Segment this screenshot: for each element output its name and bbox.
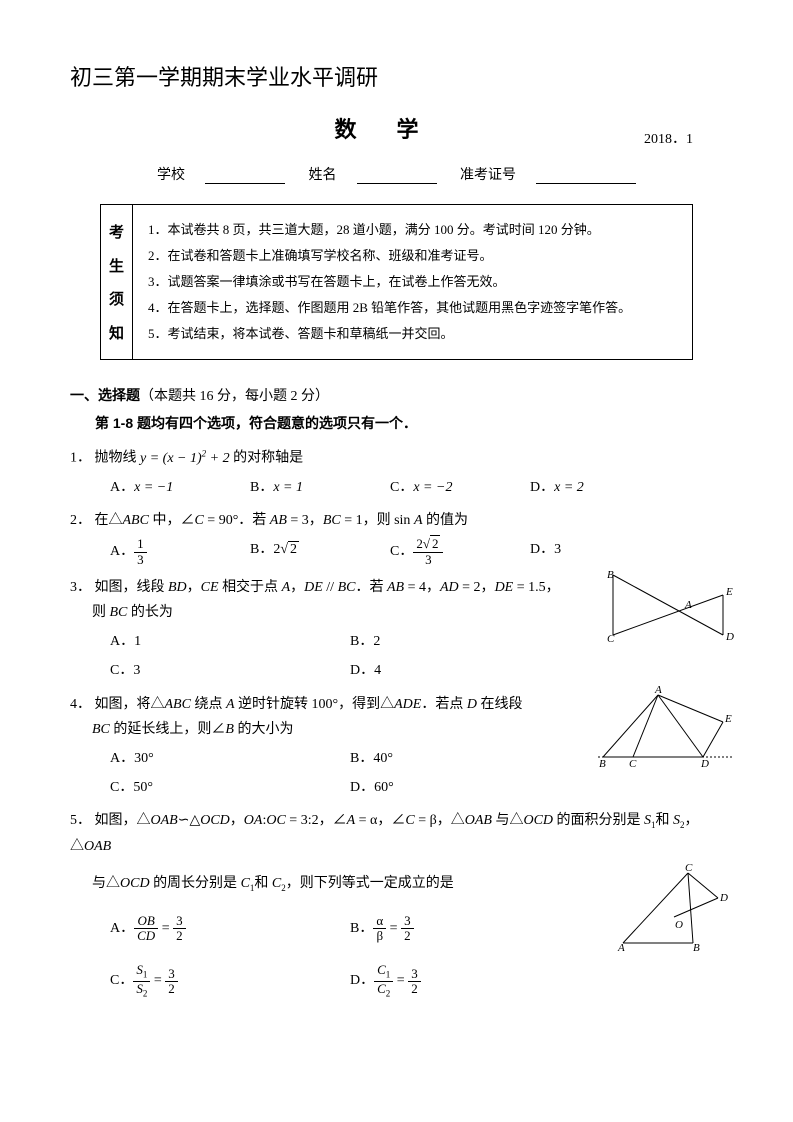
- notice-item: 5．考试结束，将本试卷、答题卡和草稿纸一并交回。: [148, 321, 677, 347]
- q-text: 如图，△OAB∽△OCD，OA:OC = 3:2，∠A = α，∠C = β，△…: [70, 813, 699, 853]
- notice-char: 考: [109, 221, 124, 242]
- section-label: 一、选择题: [70, 389, 140, 404]
- q-text: 在△ABC 中，∠C = 90°．若 AB = 3，BC = 1，则 sin A…: [95, 513, 469, 528]
- option-d: D．4: [350, 658, 530, 683]
- options: A．x = −1 B．x = 1 C．x = −2 D．x = 2: [110, 475, 723, 500]
- q-number: 1．: [70, 451, 91, 466]
- q-number: 4．: [70, 697, 91, 712]
- notice-item: 3．试题答案一律填涂或书写在答题卡上，在试卷上作答无效。: [148, 269, 677, 295]
- option-c: C．S1S2 = 32: [110, 963, 350, 999]
- figure-q3: B C E D A: [603, 570, 733, 645]
- question-1: 1． 抛物线 y = (x − 1)2 + 2 的对称轴是 A．x = −1 B…: [70, 445, 723, 500]
- school-label: 学校: [157, 164, 185, 184]
- section-desc: （本题共 16 分，每小题 2 分）: [140, 389, 329, 404]
- svg-text:D: D: [725, 631, 734, 643]
- option-c: C．3: [110, 658, 350, 683]
- name-blank: [357, 183, 437, 184]
- svg-text:D: D: [700, 758, 709, 770]
- option-a: A．1: [110, 629, 350, 654]
- q-text: 如图，将△ABC 绕点 A 逆时针旋转 100°，得到△ADE．若点 D 在线段: [95, 697, 523, 712]
- notice-item: 1．本试卷共 8 页，共三道大题，28 道小题，满分 100 分。考试时间 12…: [148, 217, 677, 243]
- svg-text:A: A: [617, 942, 625, 954]
- option-c: C．x = −2: [390, 475, 530, 500]
- option-a: A．30°: [110, 746, 350, 771]
- svg-text:B: B: [599, 758, 606, 770]
- options: A．13 B．2√2 C．2√23 D．3: [110, 537, 723, 567]
- figure-q4: B C D A E: [593, 687, 743, 767]
- figure-q5: A B C D O: [613, 863, 733, 953]
- q-number: 2．: [70, 513, 91, 528]
- option-c: C．2√23: [390, 537, 530, 567]
- question-3: 3． 如图，线段 BD，CE 相交于点 A，DE // BC．若 AB = 4，…: [70, 575, 723, 684]
- formula: y = (x − 1)2 + 2: [140, 451, 230, 466]
- option-b: B．40°: [350, 746, 530, 771]
- option-b: B．2: [350, 629, 530, 654]
- option-d: D．x = 2: [530, 475, 650, 500]
- exam-date: 2018．1: [644, 128, 693, 148]
- option-d: D．60°: [350, 775, 530, 800]
- school-blank: [205, 183, 285, 184]
- option-b: B．2√2: [250, 537, 390, 567]
- id-blank: [536, 183, 636, 184]
- svg-text:A: A: [684, 599, 692, 611]
- notice-char: 生: [109, 255, 124, 276]
- svg-text:C: C: [685, 862, 693, 874]
- q-text: 抛物线: [95, 451, 141, 466]
- option-c: C．50°: [110, 775, 350, 800]
- q-text: 如图，线段 BD，CE 相交于点 A，DE // BC．若 AB = 4，AD …: [95, 580, 560, 595]
- svg-text:E: E: [724, 713, 732, 725]
- document-title: 初三第一学期期末学业水平调研: [70, 60, 723, 92]
- svg-text:A: A: [654, 684, 662, 696]
- q-number: 3．: [70, 580, 91, 595]
- notice-item: 4．在答题卡上，选择题、作图题用 2B 铅笔作答，其他试题用黑色字迹签字笔作答。: [148, 295, 677, 321]
- option-b: B．αβ = 32: [350, 914, 530, 944]
- svg-text:C: C: [629, 758, 637, 770]
- svg-text:B: B: [607, 569, 614, 581]
- id-label: 准考证号: [460, 164, 516, 184]
- option-a: A．13: [110, 537, 250, 567]
- question-5: 5． 如图，△OAB∽△OCD，OA:OC = 3:2，∠A = α，∠C = …: [70, 808, 723, 999]
- section-1-sub: 第 1-8 题均有四个选项，符合题意的选项只有一个．: [95, 413, 723, 433]
- notice-content: 1．本试卷共 8 页，共三道大题，28 道小题，满分 100 分。考试时间 12…: [133, 205, 692, 359]
- svg-text:C: C: [607, 633, 615, 645]
- svg-text:E: E: [725, 586, 733, 598]
- notice-side: 考 生 须 知: [101, 205, 133, 359]
- notice-char: 须: [109, 288, 124, 309]
- notice-box: 考 生 须 知 1．本试卷共 8 页，共三道大题，28 道小题，满分 100 分…: [100, 204, 693, 360]
- option-b: B．x = 1: [250, 475, 390, 500]
- notice-item: 2．在试卷和答题卡上准确填写学校名称、班级和准考证号。: [148, 243, 677, 269]
- notice-char: 知: [109, 322, 124, 343]
- q-text: 的对称轴是: [233, 451, 303, 466]
- subject-heading: 数学: [70, 112, 723, 144]
- option-a: A．x = −1: [110, 475, 250, 500]
- question-4: 4． 如图，将△ABC 绕点 A 逆时针旋转 100°，得到△ADE．若点 D …: [70, 692, 723, 801]
- svg-text:D: D: [719, 892, 728, 904]
- option-d: D．3: [530, 537, 650, 567]
- svg-text:O: O: [675, 919, 683, 931]
- question-2: 2． 在△ABC 中，∠C = 90°．若 AB = 3，BC = 1，则 si…: [70, 508, 723, 567]
- option-d: D．C1C2 = 32: [350, 963, 530, 999]
- section-1-title: 一、选择题（本题共 16 分，每小题 2 分）: [70, 385, 723, 405]
- q-number: 5．: [70, 813, 91, 828]
- svg-text:B: B: [693, 942, 700, 954]
- option-a: A．OBCD = 32: [110, 914, 350, 944]
- name-label: 姓名: [309, 164, 337, 184]
- student-info-line: 学校 姓名 准考证号: [70, 164, 723, 184]
